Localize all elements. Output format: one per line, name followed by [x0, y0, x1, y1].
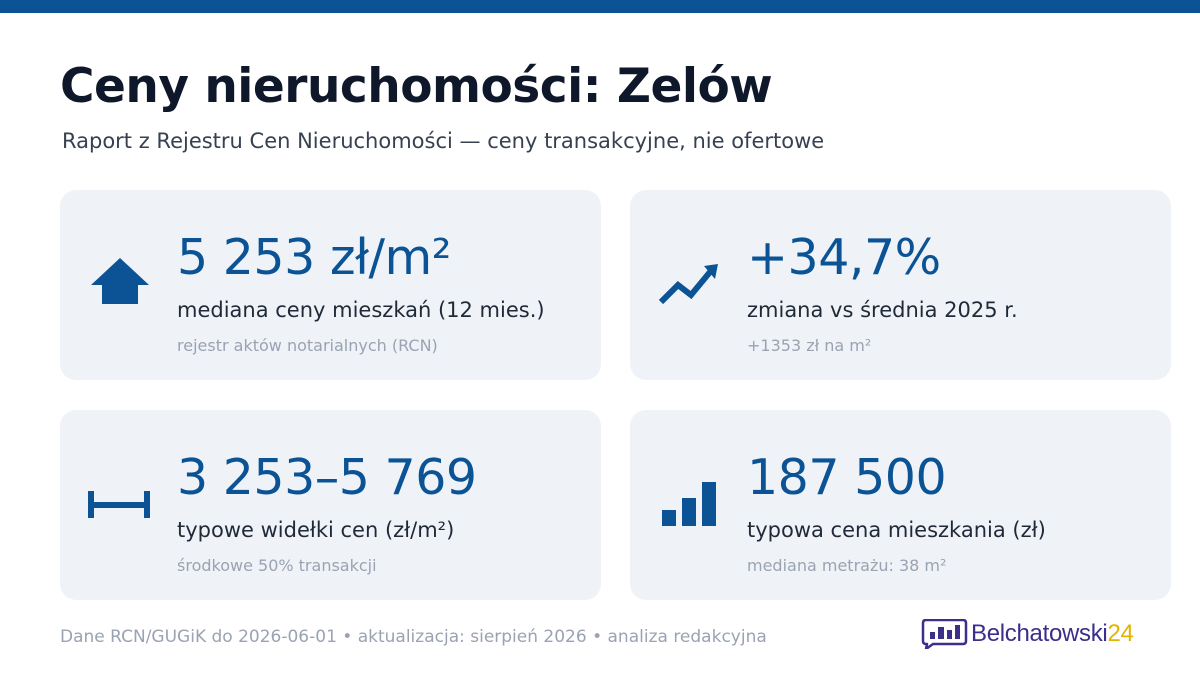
- logo-number: 24: [1107, 620, 1134, 647]
- stat-card-typical-price: 187 500 typowa cena mieszkania (zł) medi…: [630, 410, 1171, 600]
- stat-label: zmiana vs średnia 2025 r.: [747, 298, 1018, 322]
- brand-logo: Belchatowski24: [921, 619, 1141, 651]
- range-icon: [88, 491, 150, 518]
- stat-card-median-price: 5 253 zł/m² mediana ceny mieszkań (12 mi…: [60, 190, 601, 380]
- page-subtitle: Raport z Rejestru Cen Nieruchomości — ce…: [62, 129, 825, 153]
- stat-note: środkowe 50% transakcji: [177, 556, 377, 575]
- stat-label: typowa cena mieszkania (zł): [747, 518, 1046, 542]
- stat-note: rejestr aktów notarialnych (RCN): [177, 336, 438, 355]
- stat-value: 5 253 zł/m²: [177, 229, 451, 286]
- logo-badge-icon: [921, 619, 968, 649]
- stat-label: mediana ceny mieszkań (12 mies.): [177, 298, 545, 322]
- trend-up-icon: [658, 264, 718, 305]
- house-icon: [91, 258, 149, 304]
- stat-value: +34,7%: [747, 229, 941, 286]
- stat-value: 3 253–5 769: [177, 449, 477, 506]
- stat-note: mediana metrażu: 38 m²: [747, 556, 947, 575]
- stat-note: +1353 zł na m²: [747, 336, 872, 355]
- bar-chart-icon: [662, 482, 716, 526]
- stat-card-price-range: 3 253–5 769 typowe widełki cen (zł/m²) ś…: [60, 410, 601, 600]
- logo-wordmark: Belchatowski24: [971, 620, 1134, 648]
- logo-name: Belchatowski: [971, 620, 1108, 647]
- top-accent-bar: [0, 0, 1200, 13]
- stat-value: 187 500: [747, 449, 947, 506]
- source-footer: Dane RCN/GUGiK do 2026-06-01 • aktualiza…: [60, 627, 767, 647]
- stat-card-change: +34,7% zmiana vs średnia 2025 r. +1353 z…: [630, 190, 1171, 380]
- stat-label: typowe widełki cen (zł/m²): [177, 518, 455, 542]
- page-title: Ceny nieruchomości: Zelów: [60, 59, 773, 114]
